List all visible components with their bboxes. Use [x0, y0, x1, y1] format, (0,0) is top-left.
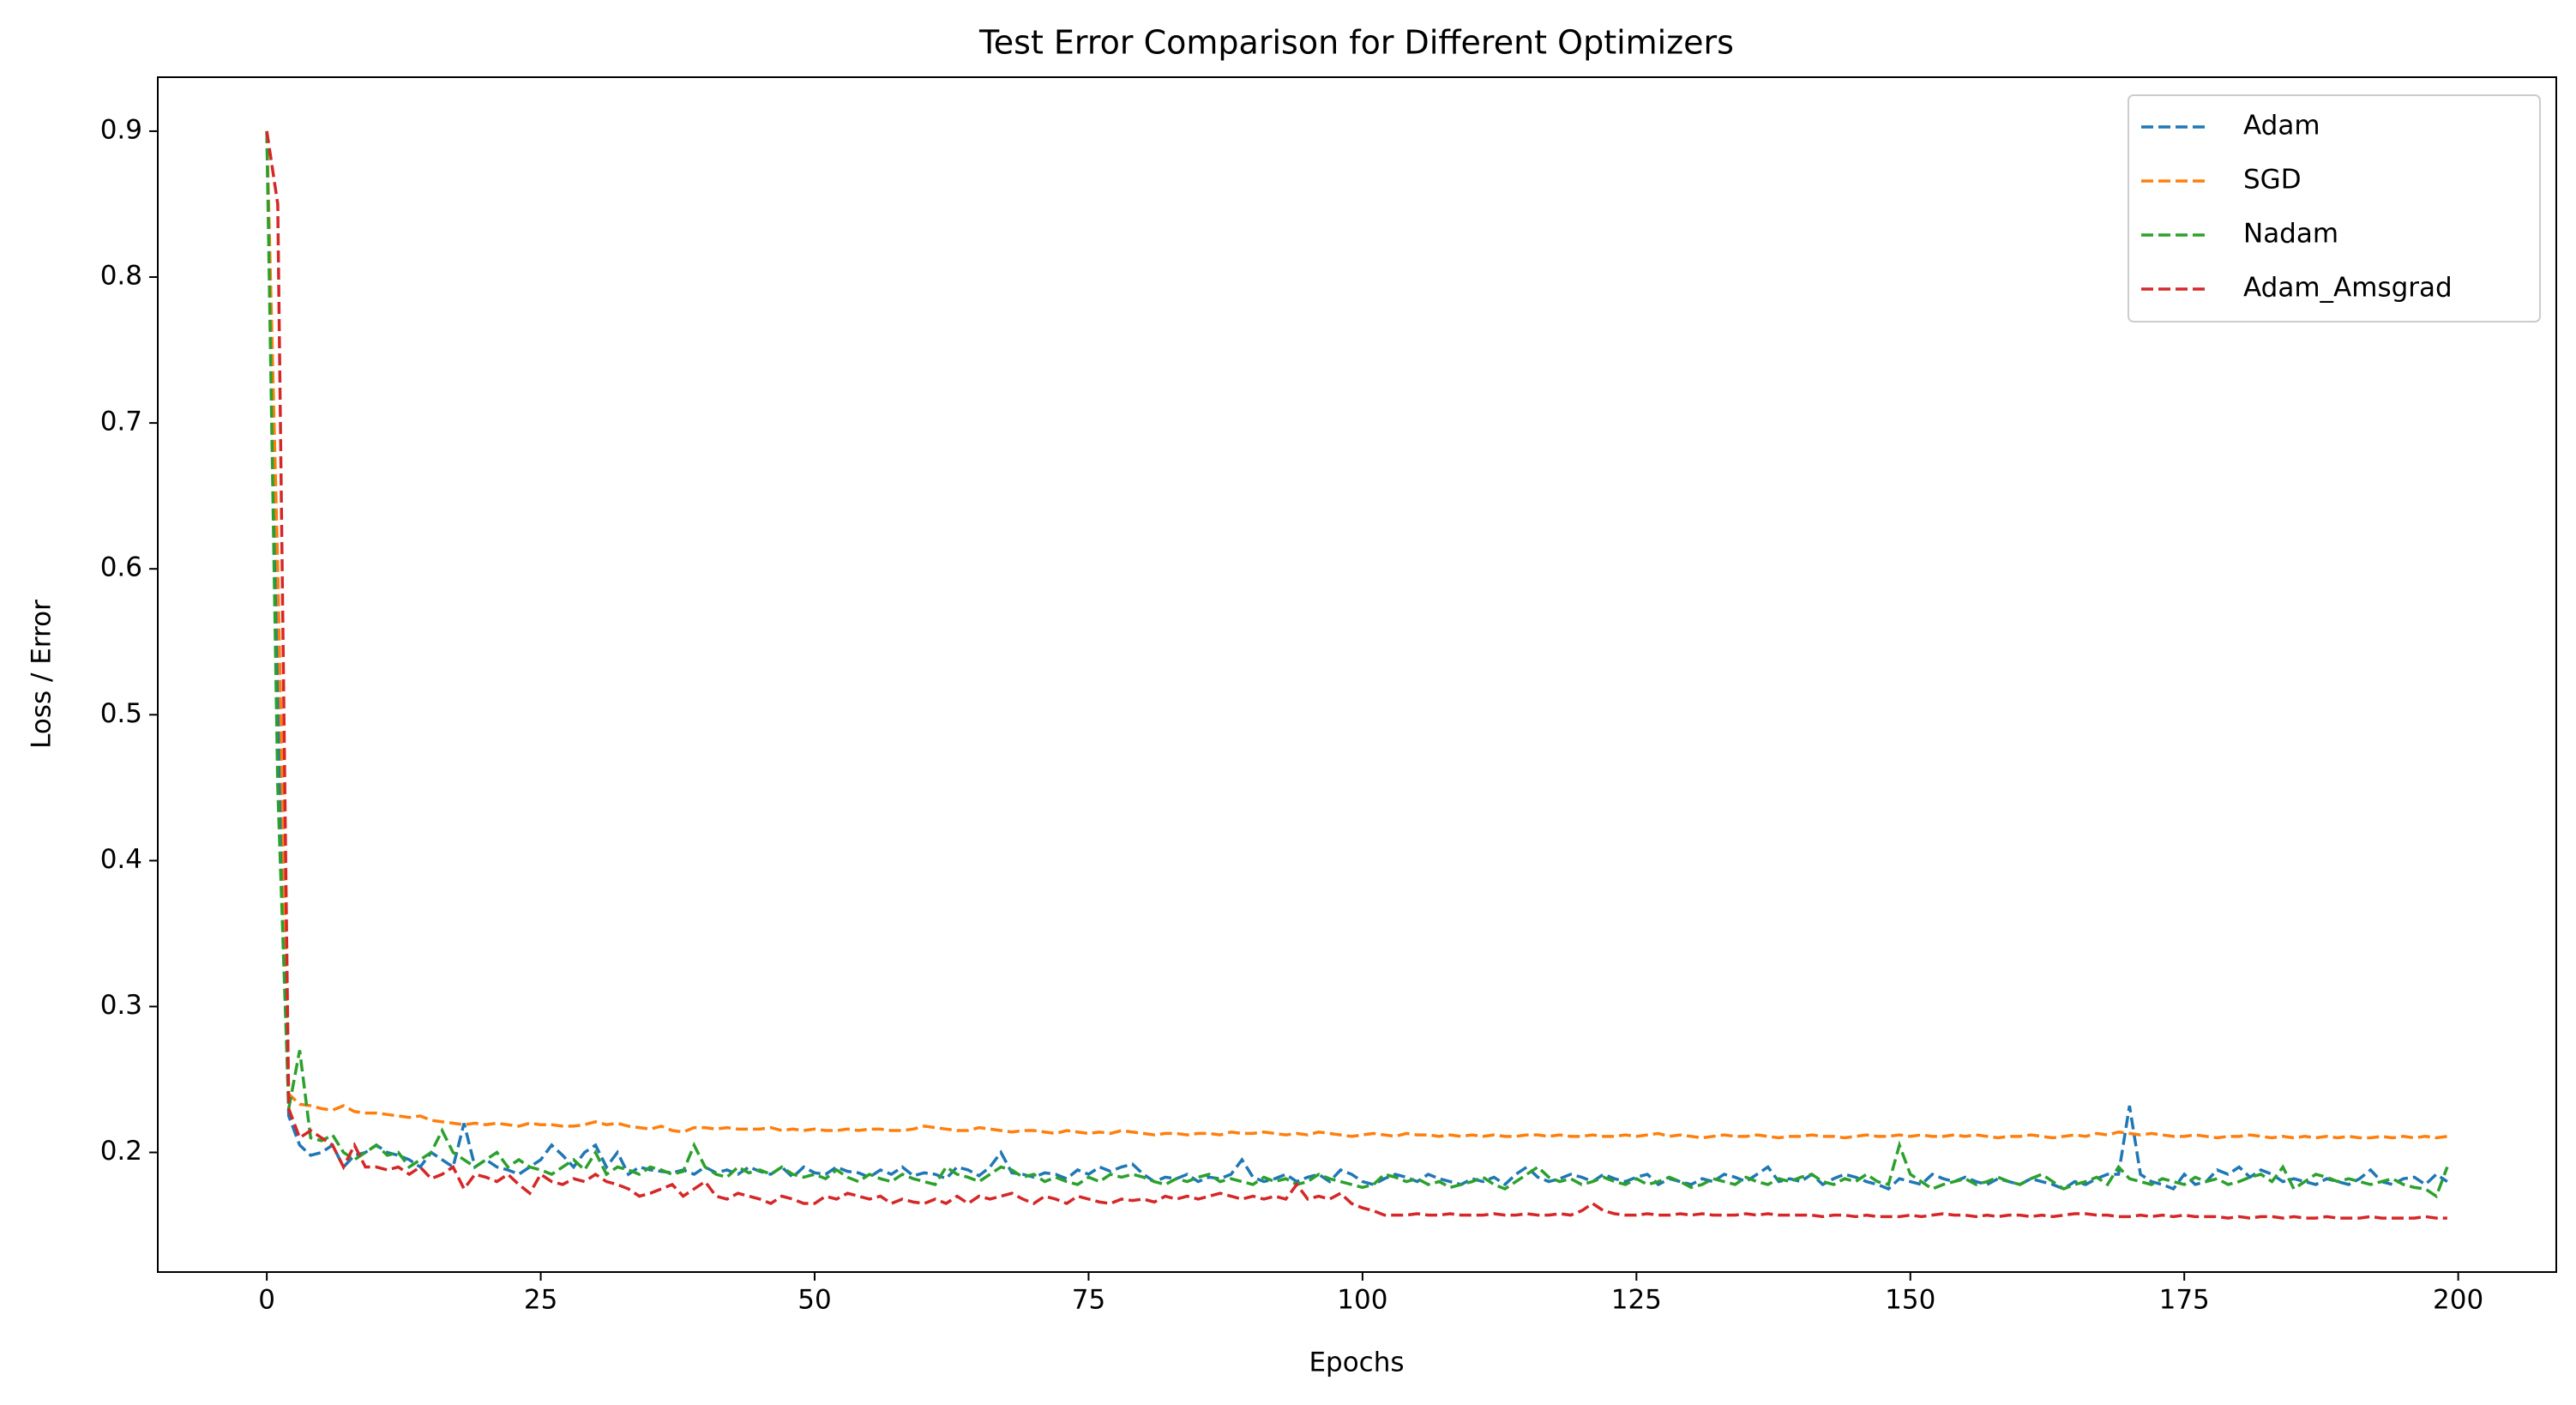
- y-tick-label: 0.9: [100, 114, 142, 145]
- legend-label: Adam: [2243, 111, 2320, 142]
- line-series: [265, 130, 2448, 1140]
- x-tick-label: 125: [1611, 1285, 1662, 1316]
- legend-box: [2128, 94, 2541, 323]
- x-tick-label: 150: [1885, 1285, 1935, 1316]
- x-axis-label: Epochs: [1309, 1348, 1404, 1378]
- y-axis-label: Loss / Error: [27, 600, 57, 749]
- x-tick-label: 25: [524, 1285, 557, 1316]
- x-tick-label: 200: [2433, 1285, 2483, 1316]
- y-tick-label: 0.6: [100, 552, 142, 583]
- x-tick-label: 175: [2159, 1285, 2210, 1316]
- y-tick-label: 0.8: [100, 261, 142, 292]
- y-tick-label: 0.2: [100, 1136, 142, 1167]
- legend-label: Nadam: [2243, 219, 2338, 250]
- legend-label: SGD: [2243, 165, 2302, 196]
- y-tick-label: 0.7: [100, 407, 142, 437]
- chart-title: Test Error Comparison for Different Opti…: [978, 24, 1734, 62]
- y-tick-label: 0.4: [100, 844, 142, 875]
- line-series: [265, 130, 2449, 1199]
- x-tick-label: 100: [1337, 1285, 1387, 1316]
- line-series: [265, 130, 2448, 1191]
- y-tick-label: 0.3: [100, 990, 142, 1021]
- y-tick-label: 0.5: [100, 698, 142, 729]
- axes-frame: [157, 76, 2557, 1273]
- x-tick-label: 0: [258, 1285, 275, 1316]
- x-tick-label: 75: [1072, 1285, 1105, 1316]
- x-tick-label: 50: [797, 1285, 831, 1316]
- legend-label: Adam_Amsgrad: [2243, 273, 2453, 304]
